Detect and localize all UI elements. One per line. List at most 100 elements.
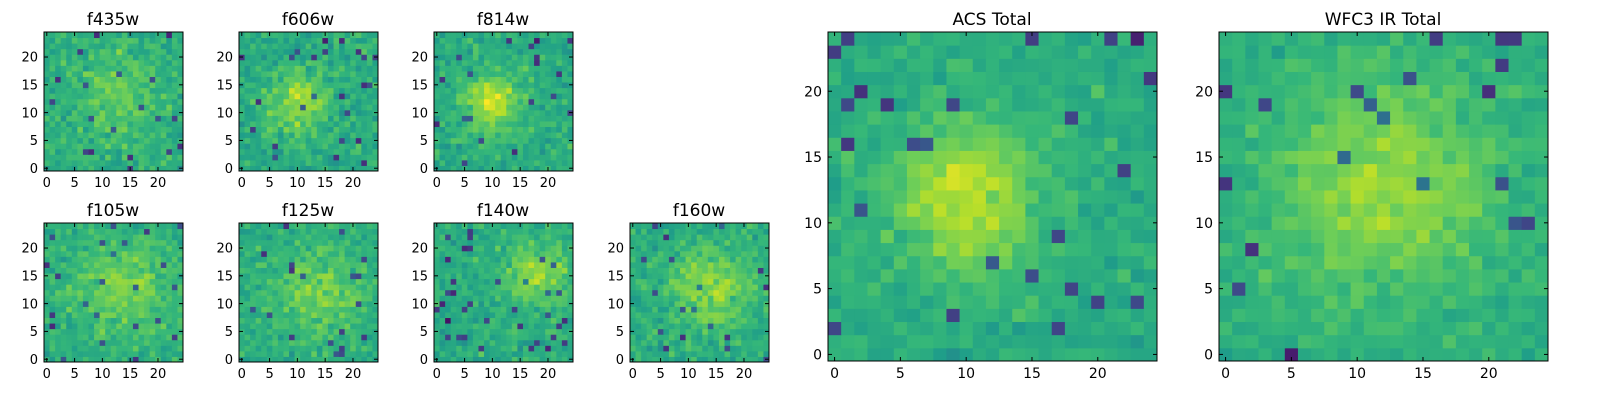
heatmap-cell bbox=[445, 82, 452, 89]
heatmap-cell bbox=[344, 109, 351, 116]
heatmap-cell bbox=[472, 239, 479, 246]
heatmap-cell bbox=[746, 300, 753, 307]
heatmap-cell bbox=[545, 245, 552, 252]
heatmap-cell bbox=[171, 311, 178, 319]
heatmap-cell bbox=[757, 311, 764, 319]
heatmap-cell bbox=[60, 311, 67, 319]
heatmap-cell bbox=[77, 228, 84, 235]
heatmap-cell bbox=[545, 76, 552, 83]
x-tick-label: 20 bbox=[345, 176, 362, 191]
heatmap-cell bbox=[484, 143, 491, 150]
heatmap-cell bbox=[55, 289, 62, 296]
heatmap-cell bbox=[99, 250, 106, 257]
heatmap-cell bbox=[177, 228, 184, 235]
heatmap-cell bbox=[49, 323, 56, 330]
heatmap-cell bbox=[718, 289, 726, 296]
heatmap-cell bbox=[344, 256, 351, 263]
heatmap-cell bbox=[763, 261, 770, 268]
heatmap-cell bbox=[450, 289, 457, 296]
heatmap-cell bbox=[361, 115, 368, 122]
heatmap-cell bbox=[110, 278, 117, 285]
heatmap-cell bbox=[177, 76, 184, 83]
heatmap-cell bbox=[322, 334, 329, 341]
heatmap-cell bbox=[999, 334, 1013, 349]
heatmap-cell bbox=[489, 82, 496, 89]
heatmap-cell bbox=[121, 267, 128, 274]
heatmap-cell bbox=[250, 54, 257, 61]
heatmap-cell bbox=[550, 284, 557, 291]
heatmap-f435w bbox=[44, 32, 184, 172]
heatmap-cell bbox=[333, 295, 340, 302]
heatmap-cell bbox=[322, 126, 329, 133]
heatmap-cell bbox=[316, 65, 323, 72]
heatmap-cell bbox=[77, 98, 84, 105]
heatmap-cell bbox=[55, 273, 62, 280]
heatmap-cell bbox=[144, 82, 151, 89]
heatmap-cell bbox=[1051, 268, 1066, 283]
y-tick-label: 15 bbox=[411, 79, 428, 94]
heatmap-cell bbox=[1104, 282, 1119, 296]
heatmap-cell bbox=[244, 132, 251, 139]
heatmap-cell bbox=[484, 356, 491, 363]
heatmap-cell bbox=[461, 43, 468, 50]
heatmap-cell bbox=[735, 256, 742, 263]
heatmap-cell bbox=[641, 234, 648, 241]
heatmap-cell bbox=[517, 154, 524, 161]
heatmap-cell bbox=[372, 350, 379, 357]
heatmap-cell bbox=[55, 70, 62, 77]
heatmap-cell bbox=[489, 148, 496, 155]
x-tick-label: 0 bbox=[433, 367, 441, 382]
heatmap-cell bbox=[361, 323, 368, 330]
heatmap-cell bbox=[985, 203, 1000, 217]
heatmap-cell bbox=[506, 334, 513, 341]
heatmap-cell bbox=[144, 261, 151, 268]
heatmap-cell bbox=[506, 284, 513, 291]
heatmap-cell bbox=[511, 350, 518, 357]
heatmap-cell bbox=[1091, 334, 1105, 349]
heatmap-cell bbox=[713, 300, 720, 307]
heatmap-cell bbox=[646, 289, 653, 296]
heatmap-cell bbox=[71, 311, 78, 319]
heatmap-cell bbox=[1104, 255, 1119, 270]
heatmap-cell bbox=[735, 245, 742, 252]
heatmap-cell bbox=[339, 223, 346, 230]
heatmap-cell bbox=[528, 245, 535, 252]
heatmap-cell bbox=[500, 306, 507, 313]
heatmap-cell bbox=[484, 165, 491, 172]
heatmap-cell bbox=[149, 334, 156, 341]
heatmap-cell bbox=[1012, 216, 1026, 230]
heatmap-cell bbox=[344, 317, 351, 324]
heatmap-cell bbox=[66, 323, 73, 330]
heatmap-cell bbox=[467, 284, 474, 291]
x-tick-label: 0 bbox=[433, 176, 441, 191]
heatmap-cell bbox=[511, 98, 518, 105]
heatmap-cell bbox=[177, 339, 184, 346]
heatmap-cell bbox=[266, 300, 273, 307]
heatmap-cell bbox=[372, 104, 379, 111]
heatmap-cell bbox=[60, 109, 67, 116]
heatmap-cell bbox=[289, 48, 296, 55]
heatmap-cell bbox=[166, 228, 173, 235]
heatmap-cell bbox=[250, 289, 257, 296]
y-tick-label: 20 bbox=[216, 51, 233, 66]
heatmap-cell bbox=[155, 87, 162, 94]
heatmap-cell bbox=[484, 43, 491, 50]
heatmap-cell bbox=[757, 267, 764, 274]
heatmap-cell bbox=[132, 159, 140, 166]
heatmap-cell bbox=[550, 109, 557, 116]
heatmap-cell bbox=[478, 278, 485, 285]
heatmap-cell bbox=[66, 284, 73, 291]
heatmap-cell bbox=[707, 311, 714, 319]
heatmap-cell bbox=[539, 87, 546, 94]
heatmap-cell bbox=[635, 250, 642, 257]
heatmap-cell bbox=[718, 256, 726, 263]
heatmap-cell bbox=[266, 245, 273, 252]
heatmap-cell bbox=[322, 137, 329, 144]
heatmap-cell bbox=[110, 109, 117, 116]
heatmap-cell bbox=[283, 154, 290, 161]
heatmap-cell bbox=[283, 356, 290, 363]
heatmap-cell bbox=[149, 350, 156, 357]
heatmap-cell bbox=[461, 345, 468, 352]
heatmap-cell bbox=[439, 223, 446, 230]
heatmap-cell bbox=[450, 32, 457, 39]
